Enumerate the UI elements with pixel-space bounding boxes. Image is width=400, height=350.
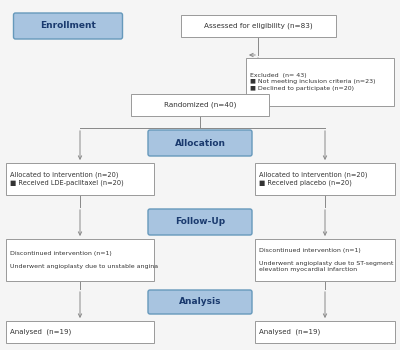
FancyBboxPatch shape (255, 321, 395, 343)
Text: Analysed  (n=19): Analysed (n=19) (259, 329, 320, 335)
FancyBboxPatch shape (6, 239, 154, 281)
Text: Allocation: Allocation (174, 139, 226, 147)
Text: Follow-Up: Follow-Up (175, 217, 225, 226)
FancyBboxPatch shape (148, 290, 252, 314)
Text: Discontinued intervention (n=1)

Underwent angioplasty due to ST-segment
elevati: Discontinued intervention (n=1) Underwen… (259, 247, 393, 272)
FancyBboxPatch shape (6, 163, 154, 195)
FancyBboxPatch shape (180, 15, 336, 37)
Text: Analysis: Analysis (179, 298, 221, 307)
FancyBboxPatch shape (148, 130, 252, 156)
FancyBboxPatch shape (148, 209, 252, 235)
FancyBboxPatch shape (246, 58, 394, 106)
Text: Assessed for eligibility (n=83): Assessed for eligibility (n=83) (204, 23, 312, 29)
Text: Enrollment: Enrollment (40, 21, 96, 30)
FancyBboxPatch shape (131, 94, 269, 116)
FancyBboxPatch shape (255, 163, 395, 195)
FancyBboxPatch shape (255, 239, 395, 281)
Text: Analysed  (n=19): Analysed (n=19) (10, 329, 71, 335)
Text: Discontinued intervention (n=1)

Underwent angioplasty due to unstable angina: Discontinued intervention (n=1) Underwen… (10, 251, 158, 269)
Text: Excluded  (n= 43)
■ Not meeting inclusion criteria (n=23)
■ Declined to particip: Excluded (n= 43) ■ Not meeting inclusion… (250, 73, 376, 91)
Text: Randomized (n=40): Randomized (n=40) (164, 102, 236, 108)
Text: Allocated to intervention (n=20)
■ Received placebo (n=20): Allocated to intervention (n=20) ■ Recei… (259, 172, 368, 187)
FancyBboxPatch shape (6, 321, 154, 343)
Text: Allocated to intervention (n=20)
■ Received LDE-paclitaxel (n=20): Allocated to intervention (n=20) ■ Recei… (10, 172, 124, 187)
FancyBboxPatch shape (14, 13, 122, 39)
